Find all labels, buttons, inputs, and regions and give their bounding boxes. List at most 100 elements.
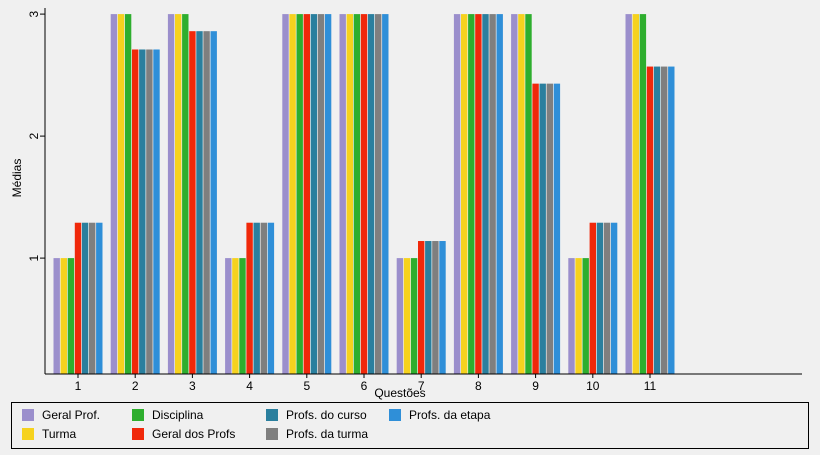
bar [310,14,318,374]
bars-layer [53,14,675,375]
bar [124,14,132,374]
bar [182,14,189,374]
legend-swatch [389,409,401,421]
legend-item: Geral Prof. [22,408,100,422]
bar [475,14,482,374]
bar [225,258,232,374]
x-tick-label: 9 [532,379,539,393]
bar [89,222,96,374]
bar [575,258,582,374]
bar [367,14,375,374]
bar [53,258,60,374]
x-tick-label: 3 [189,379,196,393]
x-axis-title: Questões [374,386,425,400]
bar [646,66,654,374]
bar [461,14,468,374]
y-ticks: 1 2 3 [27,10,45,261]
bar [639,14,647,374]
bar [74,222,82,374]
bar [532,83,539,374]
legend-swatch [132,428,144,440]
legend-label: Profs. do curso [286,408,367,422]
x-tick-label: 2 [132,379,139,393]
legend-label: Geral Prof. [42,408,101,422]
y-tick-label: 1 [27,254,41,261]
legend-label: Geral dos Profs [152,427,236,441]
bar [232,258,239,374]
y-tick-label: 3 [27,10,41,17]
bar [468,14,475,374]
x-tick-label: 5 [303,379,310,393]
bar [596,222,604,374]
bar [282,14,289,374]
legend-label: Profs. da turma [286,427,369,441]
legend-label: Disciplina [152,408,204,422]
bar [239,258,246,374]
bar [167,14,175,374]
legend-label: Profs. da etapa [409,408,491,422]
bar [489,14,496,374]
bar [196,31,203,375]
x-tick-label: 11 [644,379,657,393]
bar [625,14,632,374]
legend: Geral Prof. Turma Disciplina Geral dos Prof… [11,402,809,449]
bar [632,14,639,374]
legend-swatch [22,428,34,440]
bar [267,222,275,374]
bar [546,83,553,374]
legend-swatch [132,409,144,421]
bar [360,14,368,374]
x-tick-label: 8 [475,379,482,393]
bar [553,83,561,374]
bar [324,14,332,374]
bar [653,66,661,374]
bar [346,14,353,374]
bar [610,222,618,374]
x-ticks: 1 2 3 4 5 6 7 8 9 10 11 [75,374,657,393]
bar [146,49,153,374]
legend-label: Turma [42,427,77,441]
bar [246,222,253,374]
bar [303,14,310,374]
bar [203,31,210,375]
bar [482,14,489,374]
bar [582,258,589,374]
legend-swatch [22,409,34,421]
bar [496,14,503,374]
legend-item: Profs. da turma [266,427,368,441]
bar [139,49,146,374]
bar [568,258,575,374]
bar [153,49,160,374]
bar [260,222,267,374]
bar [396,258,404,374]
bar [189,31,196,375]
bar [418,241,425,374]
bar [253,222,260,374]
x-tick-label: 7 [418,379,425,393]
bar [403,258,411,374]
bar [132,49,139,374]
bar [589,222,596,374]
bar [382,14,389,374]
bar [511,14,518,374]
legend-item: Profs. da etapa [389,408,490,422]
legend-item: Turma [22,427,76,441]
legend-swatch [266,409,278,421]
bar [339,14,346,374]
bar [210,31,217,375]
bar [81,222,89,374]
bar [289,14,296,374]
x-tick-label: 6 [361,379,368,393]
bar [296,14,303,374]
bar [603,222,611,374]
x-tick-label: 1 [75,379,82,393]
y-axis-title: Médias [10,159,24,198]
bar [410,258,418,374]
legend-item: Profs. do curso [266,408,367,422]
bar [525,14,532,374]
bar-chart: 1 2 3 1 2 3 4 5 6 7 8 9 10 11 Médias Questões [10,8,802,400]
bar [661,66,668,374]
legend-swatch [266,428,278,440]
bar [432,241,439,374]
